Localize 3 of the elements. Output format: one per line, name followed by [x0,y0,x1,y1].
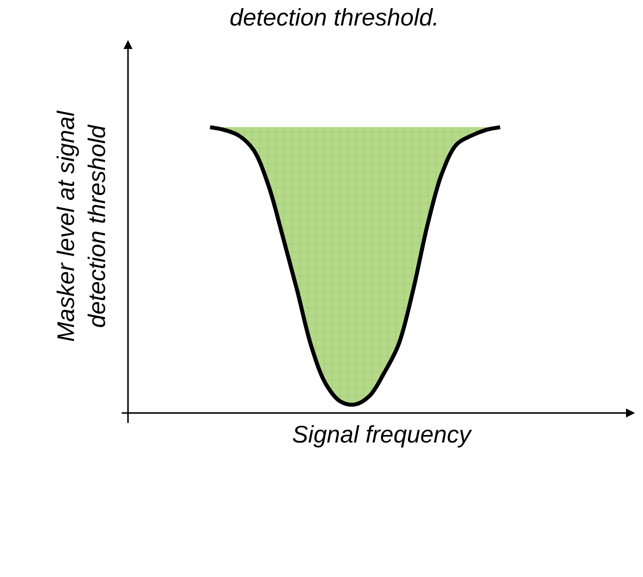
x-axis-title: Signal frequency [292,421,473,448]
chart-title: detection threshold. [230,4,440,32]
y-axis-title: Masker level at signal detection threshold [52,110,112,342]
